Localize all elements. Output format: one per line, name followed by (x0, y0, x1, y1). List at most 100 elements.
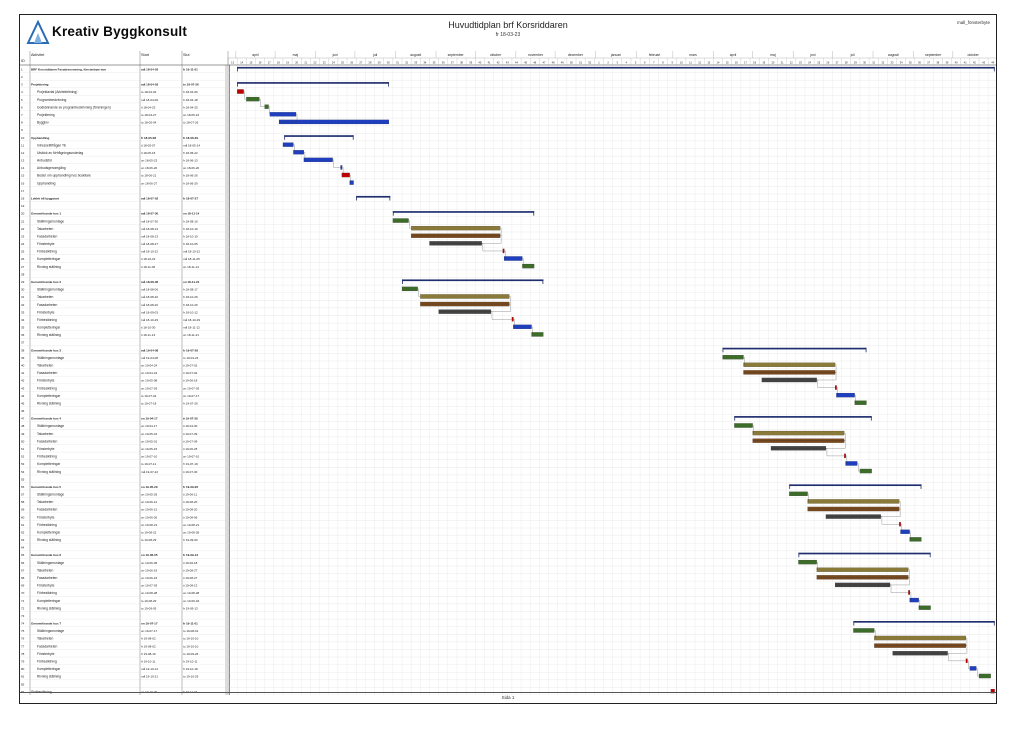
dependency-link (967, 660, 970, 669)
week-label: 35 (909, 60, 912, 64)
row-start: må 18-07-30 (141, 219, 158, 223)
page-date: fr 18-03-23 (495, 32, 521, 38)
task-bar (237, 89, 244, 94)
row-start: må 18-08-06 (141, 280, 159, 284)
row-id: 83 (21, 690, 25, 694)
week-label: 16 (259, 60, 262, 64)
row-id: 66 (21, 561, 25, 565)
week-label: 23 (323, 60, 326, 64)
dependency-link (807, 501, 901, 510)
row-name: Ställningsmontage (37, 219, 64, 223)
row-start: to 18-04-02 (141, 90, 157, 94)
row-id: 47 (21, 417, 25, 421)
row-name: Bygglov (37, 121, 49, 125)
row-start: to 18-06-21 (141, 174, 157, 178)
dependency-link (481, 243, 503, 252)
row-id: 2 (21, 75, 23, 79)
month-label: augusti (410, 53, 421, 57)
row-end: fr 19-09-13 (183, 553, 198, 557)
row-end: ti 19-08-13 (183, 584, 198, 588)
task-bar (816, 567, 909, 572)
row-name: Rivning ställning (37, 401, 61, 405)
dependency-link (854, 395, 856, 403)
row-name: Upphandling (31, 136, 49, 140)
row-start: on 19-05-08 (141, 379, 158, 383)
row-name: Projektering (37, 113, 55, 117)
month-label: augusti (888, 53, 899, 57)
summary-cap-right (388, 82, 389, 87)
row-id: 7 (21, 113, 23, 117)
row-start: on 19-05-01 (141, 432, 158, 436)
row-id: 58 (21, 500, 25, 504)
row-end: to 19-10-10 (183, 644, 199, 648)
task-bar (990, 689, 995, 694)
row-name: Fönsterbyte (37, 515, 55, 519)
week-label: 25 (817, 60, 820, 64)
summary-bar (402, 279, 544, 282)
row-start: on 19-05-29 (141, 485, 158, 489)
task-bar (420, 294, 510, 299)
task-bar (908, 590, 911, 595)
task-bar (965, 658, 968, 663)
row-name: Ställningsmontage (37, 629, 64, 633)
row-name: Utskick av förfrågningsunderlag (37, 151, 83, 155)
row-end: fr 19-07-19 (183, 462, 198, 466)
row-id: 79 (21, 660, 25, 664)
row-id: 64 (21, 546, 25, 550)
month-label: november (528, 53, 544, 57)
week-label: 13 (231, 60, 234, 64)
row-name: Fasadarbeten (37, 508, 58, 512)
week-label: 35 (433, 60, 436, 64)
row-start: on 19-06-26 (141, 515, 158, 519)
task-bar (513, 324, 532, 329)
month-label: mars (689, 53, 697, 57)
row-start: on 19-06-05 (141, 561, 158, 565)
task-bar (845, 461, 858, 466)
row-start: må 18-08-13 (141, 234, 158, 238)
row-end: fr 18-04-25 (183, 105, 198, 109)
summary-cap-left (356, 195, 358, 201)
task-bar (874, 635, 966, 641)
task-bar (293, 150, 304, 155)
row-start: fr 19-10-11 (141, 660, 156, 664)
summary-bar (853, 620, 995, 623)
row-id: 56 (21, 485, 25, 489)
row-end: ti 19-07-02 (183, 371, 198, 375)
summary-cap-left (237, 66, 238, 72)
dependency-link (408, 220, 412, 229)
row-start: on 19-04-24 (141, 371, 158, 375)
row-name: BRF Korsriddaren Fasadrenovering, fönste… (31, 67, 106, 71)
row-end: ti 19-06-25 (183, 447, 198, 451)
page-number: Sida 1 (501, 695, 515, 700)
dependency-link (752, 425, 754, 434)
summary-cap-right (993, 620, 995, 626)
month-label: april (730, 53, 737, 57)
dependency-link (504, 250, 506, 259)
row-id: 51 (21, 447, 25, 451)
week-label: 6 (644, 60, 646, 64)
row-name: Förbesiktning (37, 523, 57, 527)
summary-cap-right (929, 552, 931, 558)
week-label: 34 (900, 60, 903, 64)
row-start: må 18-08-06 (141, 288, 158, 292)
dependency-link (909, 531, 911, 540)
row-name: Kompletteringar (37, 462, 61, 466)
week-label: 24 (808, 60, 811, 64)
dependency-link (816, 379, 836, 388)
row-end: on 18-11-14 (183, 265, 199, 269)
task-bar (807, 499, 900, 504)
row-id: 15 (21, 174, 25, 178)
row-name: Takarbeten (37, 295, 53, 299)
week-label: 44 (991, 60, 994, 64)
row-name: Kompletteringar (37, 667, 61, 671)
month-label: maj (293, 53, 299, 57)
week-label: 37 (927, 60, 930, 64)
row-name: Fönsterbyte (37, 242, 55, 246)
row-id: 73 (21, 614, 25, 618)
week-label: 12 (698, 60, 701, 64)
row-id: 33 (21, 310, 25, 314)
week-label: 14 (240, 60, 243, 64)
dependency-link (752, 433, 846, 441)
row-id: 29 (21, 280, 25, 284)
row-id: 72 (21, 606, 25, 610)
